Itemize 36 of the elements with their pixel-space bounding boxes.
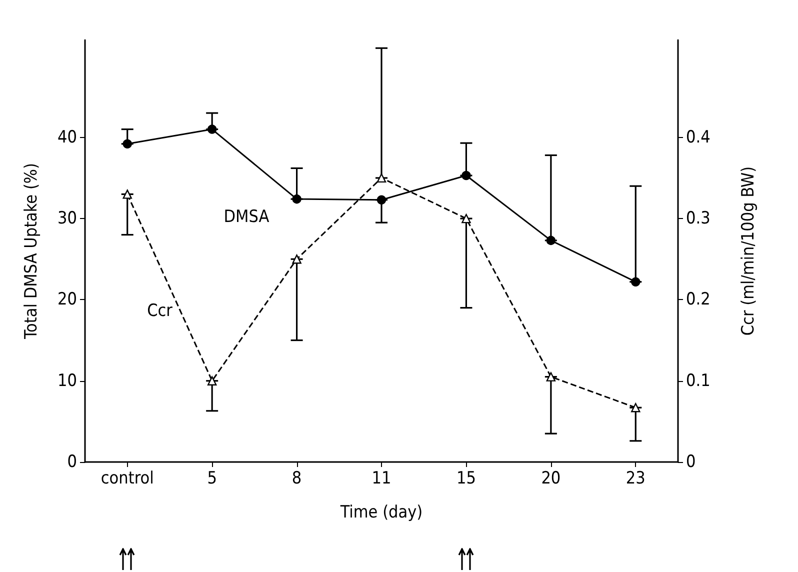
point [376, 195, 386, 204]
point [122, 190, 132, 199]
x-tick-label: control [100, 468, 154, 488]
y2-tick-label: 0.2 [686, 290, 710, 310]
point [292, 194, 302, 204]
point [546, 372, 556, 382]
y-tick-label: 10 [58, 370, 77, 391]
point [631, 277, 640, 286]
y-tick-label: 20 [58, 290, 77, 310]
y-tick-label: 30 [58, 208, 77, 229]
point [631, 403, 640, 412]
point [376, 173, 386, 183]
y2-tick-label: 0.4 [686, 127, 710, 148]
point [207, 124, 217, 134]
x-tick-label: 5 [207, 468, 217, 488]
y2-tick-label: 0 [686, 452, 696, 472]
y-tick-label: 0 [67, 452, 77, 472]
y2-tick-label: 0.3 [686, 208, 710, 229]
point [462, 170, 471, 180]
point [207, 376, 217, 386]
point [462, 214, 471, 224]
y2-tick-label: 0.1 [686, 370, 710, 391]
x-tick-label: 11 [372, 468, 392, 488]
x-tick-label: 15 [456, 468, 476, 488]
y-tick-label: 40 [58, 127, 77, 148]
series-label: DMSA [224, 207, 270, 228]
point [292, 254, 302, 264]
x-axis-title: Time (day) [339, 502, 423, 522]
y-axis-title: Total DMSA Uptake (%) [22, 163, 42, 340]
point [546, 236, 556, 246]
x-tick-label: 23 [626, 468, 646, 488]
series-label: Ccr [147, 300, 174, 321]
x-tick-label: 20 [541, 468, 561, 488]
x-tick-label: 8 [292, 468, 302, 488]
point [122, 139, 132, 148]
y2-axis-title: Ccr (ml/min/100g BW) [738, 166, 758, 336]
